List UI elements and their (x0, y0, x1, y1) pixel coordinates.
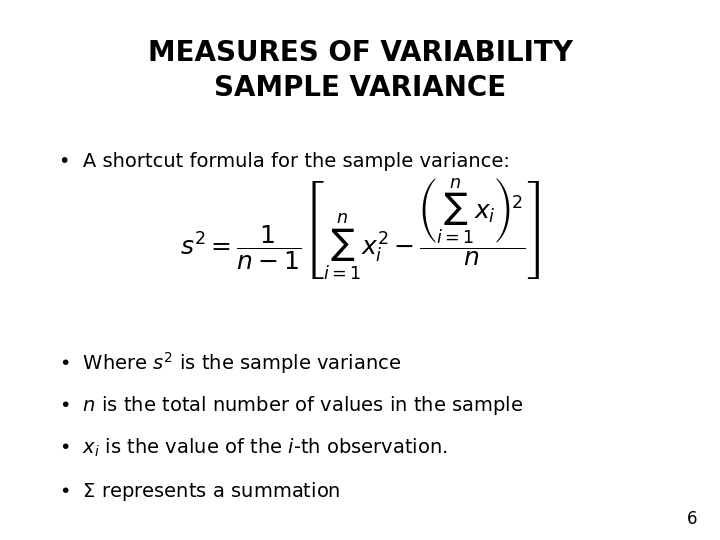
Text: •  $\Sigma$ represents a summation: • $\Sigma$ represents a summation (59, 480, 341, 503)
Text: •  A shortcut formula for the sample variance:: • A shortcut formula for the sample vari… (59, 152, 510, 171)
Text: MEASURES OF VARIABILITY
SAMPLE VARIANCE: MEASURES OF VARIABILITY SAMPLE VARIANCE (148, 39, 572, 102)
Text: •  $x_i$ is the value of the $i$-th observation.: • $x_i$ is the value of the $i$-th obser… (59, 436, 448, 459)
Text: $s^2 = \dfrac{1}{n-1}\left[\sum_{i=1}^{n}x_i^2 - \dfrac{\left(\sum_{i=1}^{n}x_i\: $s^2 = \dfrac{1}{n-1}\left[\sum_{i=1}^{n… (180, 177, 540, 282)
Text: •  $n$ is the total number of values in the sample: • $n$ is the total number of values in t… (59, 394, 523, 416)
Text: 6: 6 (687, 510, 697, 528)
Text: •  Where $s^2$ is the sample variance: • Where $s^2$ is the sample variance (59, 350, 401, 376)
